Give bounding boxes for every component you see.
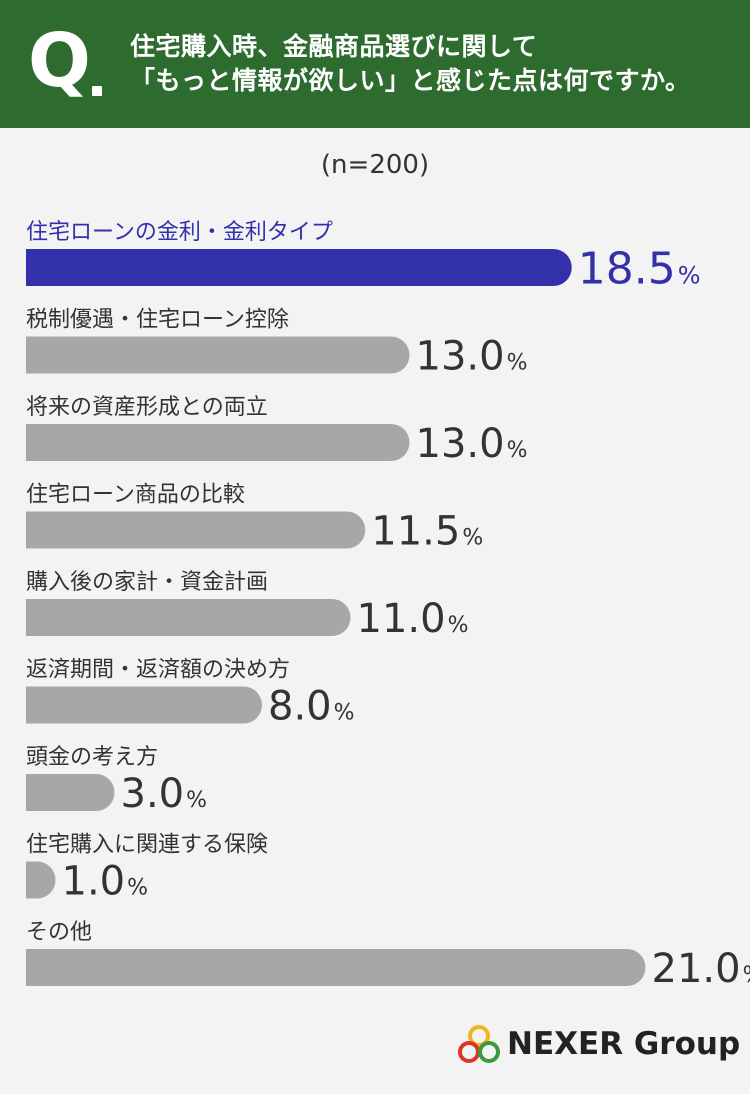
bar	[26, 511, 366, 549]
bar	[26, 599, 351, 636]
value-label: 1.0%	[62, 858, 149, 904]
logo-text: NEXER Group	[507, 1026, 741, 1062]
bar	[26, 774, 115, 811]
value-label: 8.0%	[268, 683, 355, 729]
category-label: 住宅ローン商品の比較	[26, 483, 245, 508]
category-label: 住宅購入に関連する保険	[26, 833, 268, 858]
bar	[26, 686, 262, 724]
category-label: 購入後の家計・資金計画	[26, 570, 268, 595]
value-label: 13.0%	[416, 421, 528, 467]
bar	[26, 861, 56, 899]
bar	[26, 424, 410, 461]
category-label: 将来の資産形成との両立	[26, 395, 268, 420]
bar	[26, 336, 410, 374]
category-label: 返済期間・返済額の決め方	[26, 658, 290, 683]
nexer-group-logo: NEXER Group	[455, 1022, 740, 1070]
sample-size-label: (n=200)	[320, 150, 430, 180]
logo-rings-icon	[458, 1025, 500, 1063]
question-line-1: 住宅購入時、金融商品選びに関して	[130, 32, 538, 61]
value-label: 18.5%	[578, 243, 701, 294]
value-label: 11.5%	[371, 508, 483, 554]
question-mark: Q	[28, 18, 91, 104]
question-header: Q 住宅購入時、金融商品選びに関して 「もっと情報が欲しい」と感じた点は何ですか…	[0, 0, 750, 128]
value-label: 21.0%	[652, 946, 750, 992]
bar	[26, 249, 572, 286]
question-mark-dot	[92, 86, 102, 96]
category-label: 住宅ローンの金利・金利タイプ	[26, 220, 333, 245]
question-text: 住宅購入時、金融商品選びに関して 「もっと情報が欲しい」と感じた点は何ですか。	[130, 30, 740, 98]
value-label: 11.0%	[357, 596, 469, 642]
bar-chart: 住宅ローンの金利・金利タイプ 18.5% 税制優遇・住宅ローン控除 13.0% 将来の資…	[26, 220, 750, 992]
value-label: 13.0%	[416, 333, 528, 379]
category-label: 税制優遇・住宅ローン控除	[26, 308, 289, 333]
bar	[26, 949, 646, 986]
category-label: その他	[26, 920, 92, 945]
question-line-2: 「もっと情報が欲しい」と感じた点は何ですか。	[130, 66, 691, 95]
category-label: 頭金の考え方	[26, 745, 158, 770]
value-label: 3.0%	[121, 771, 208, 817]
